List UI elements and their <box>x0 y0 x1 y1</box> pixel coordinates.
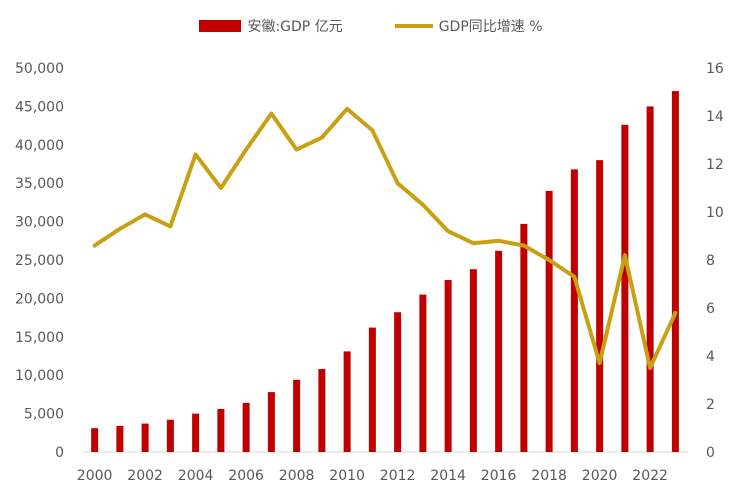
gdp-bar <box>394 312 402 452</box>
gdp-bar <box>444 279 452 452</box>
x-tick-label: 2020 <box>582 468 618 484</box>
gdp-bar <box>520 223 528 452</box>
gdp-bar <box>166 419 174 452</box>
y-left-tick-label: 0 <box>55 445 64 461</box>
gdp-bar <box>596 160 604 452</box>
gdp-bar <box>192 413 200 452</box>
gdp-bar <box>267 392 275 452</box>
legend-label-gdp: 安徽:GDP 亿元 <box>247 19 343 35</box>
y-right-tick-label: 0 <box>706 445 715 461</box>
y-left-tick-label: 10,000 <box>15 368 64 384</box>
gdp-bar <box>495 250 503 452</box>
gdp-bar <box>570 169 578 452</box>
y-right-tick-label: 12 <box>706 157 724 173</box>
y-left-tick-label: 45,000 <box>15 99 64 115</box>
gdp-bar <box>217 408 225 452</box>
gdp-bar <box>621 124 629 452</box>
x-tick-label: 2018 <box>531 468 567 484</box>
y-left-tick-label: 50,000 <box>15 61 64 77</box>
x-tick-label: 2004 <box>178 468 214 484</box>
y-left-tick-label: 25,000 <box>15 253 64 269</box>
y-left-tick-label: 5,000 <box>24 407 64 423</box>
x-tick-label: 2014 <box>430 468 466 484</box>
gdp-bar <box>671 91 679 452</box>
legend-item-growth: GDP同比增速 % <box>394 16 543 36</box>
y-left-tick-label: 15,000 <box>15 330 64 346</box>
legend-label-growth: GDP同比增速 % <box>438 19 543 35</box>
x-tick-label: 2006 <box>228 468 264 484</box>
gdp-bar <box>469 269 477 452</box>
gdp-bar <box>368 327 376 452</box>
x-tick-label: 2008 <box>279 468 315 484</box>
gdp-bar <box>91 428 99 452</box>
x-tick-label: 2002 <box>127 468 163 484</box>
y-left-tick-label: 35,000 <box>15 176 64 192</box>
x-tick-label: 2010 <box>329 468 365 484</box>
y-right-tick-label: 8 <box>706 253 715 269</box>
x-tick-label: 2012 <box>380 468 416 484</box>
y-left-tick-label: 30,000 <box>15 215 64 231</box>
legend: 安徽:GDP 亿元 GDP同比增速 % <box>0 16 742 36</box>
gdp-bar <box>293 379 301 452</box>
gdp-bar <box>116 425 124 452</box>
x-tick-label: 2016 <box>481 468 517 484</box>
y-left-tick-label: 20,000 <box>15 291 64 307</box>
growth-line <box>92 106 678 370</box>
gdp-bar <box>343 351 351 452</box>
x-tick-label: 2000 <box>77 468 113 484</box>
y-right-tick-label: 2 <box>706 397 715 413</box>
y-right-tick-label: 14 <box>706 109 724 125</box>
gdp-bar <box>141 423 149 452</box>
y-right-tick-label: 4 <box>706 349 715 365</box>
legend-swatch-growth <box>394 24 433 28</box>
gdp-bar <box>318 369 326 452</box>
gdp-bar <box>545 190 553 452</box>
y-right-tick-label: 16 <box>706 61 724 77</box>
gdp-bar <box>419 294 427 452</box>
y-right-tick-label: 10 <box>706 205 724 221</box>
x-tick-label: 2022 <box>632 468 668 484</box>
gdp-bar <box>242 402 250 452</box>
legend-swatch-gdp <box>199 20 242 32</box>
y-right-tick-label: 6 <box>706 301 715 317</box>
y-left-tick-label: 40,000 <box>15 138 64 154</box>
legend-item-gdp: 安徽:GDP 亿元 <box>199 16 343 36</box>
gdp-bar <box>646 106 654 453</box>
